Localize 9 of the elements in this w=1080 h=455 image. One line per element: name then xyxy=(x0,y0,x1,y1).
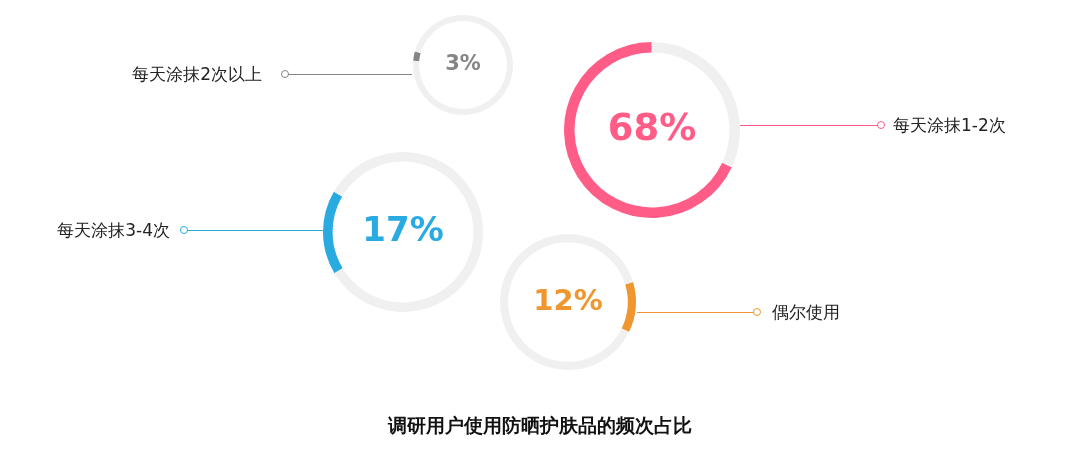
legend-label: 每天涂抹1-2次 xyxy=(893,115,1006,135)
data-label: 12% xyxy=(533,282,603,317)
legend-label: 每天涂抹3-4次 xyxy=(57,220,170,240)
legend-label: 每天涂抹2次以上 xyxy=(132,64,262,84)
data-label: 3% xyxy=(445,51,481,76)
text: 调研用户使用防晒护肤品的频次占比 xyxy=(386,413,693,438)
data-label: 68% xyxy=(607,105,697,149)
data-label: 17% xyxy=(362,208,444,249)
legend-label: 偶尔使用 xyxy=(772,302,840,322)
